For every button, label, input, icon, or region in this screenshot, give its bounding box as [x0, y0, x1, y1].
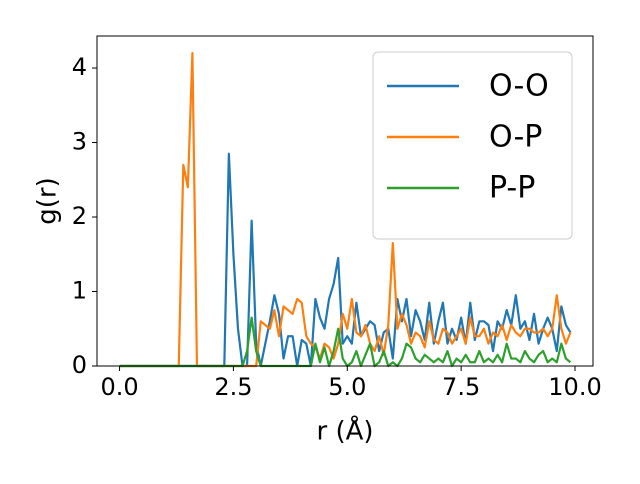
y-tick-label: 3: [72, 128, 87, 156]
legend-label: O-P: [489, 120, 542, 155]
y-tick-label: 2: [72, 202, 87, 230]
x-tick-label: 0.0: [100, 373, 138, 401]
x-tick-label: 10.0: [548, 373, 601, 401]
x-tick-label: 2.5: [214, 373, 252, 401]
x-axis-label: r (Å): [316, 415, 373, 447]
x-tick-label: 7.5: [442, 373, 480, 401]
legend-label: O-O: [489, 69, 549, 104]
legend-box: [372, 51, 573, 240]
y-axis-label: g(r): [33, 177, 63, 224]
y-tick-label: 4: [72, 53, 87, 81]
plot-frame: [96, 35, 594, 367]
y-tick-label: 1: [72, 277, 87, 305]
x-tick-label: 5.0: [328, 373, 366, 401]
data-line: [119, 52, 572, 368]
y-tick-label: 0: [72, 351, 87, 379]
legend-label: P-P: [489, 171, 535, 206]
